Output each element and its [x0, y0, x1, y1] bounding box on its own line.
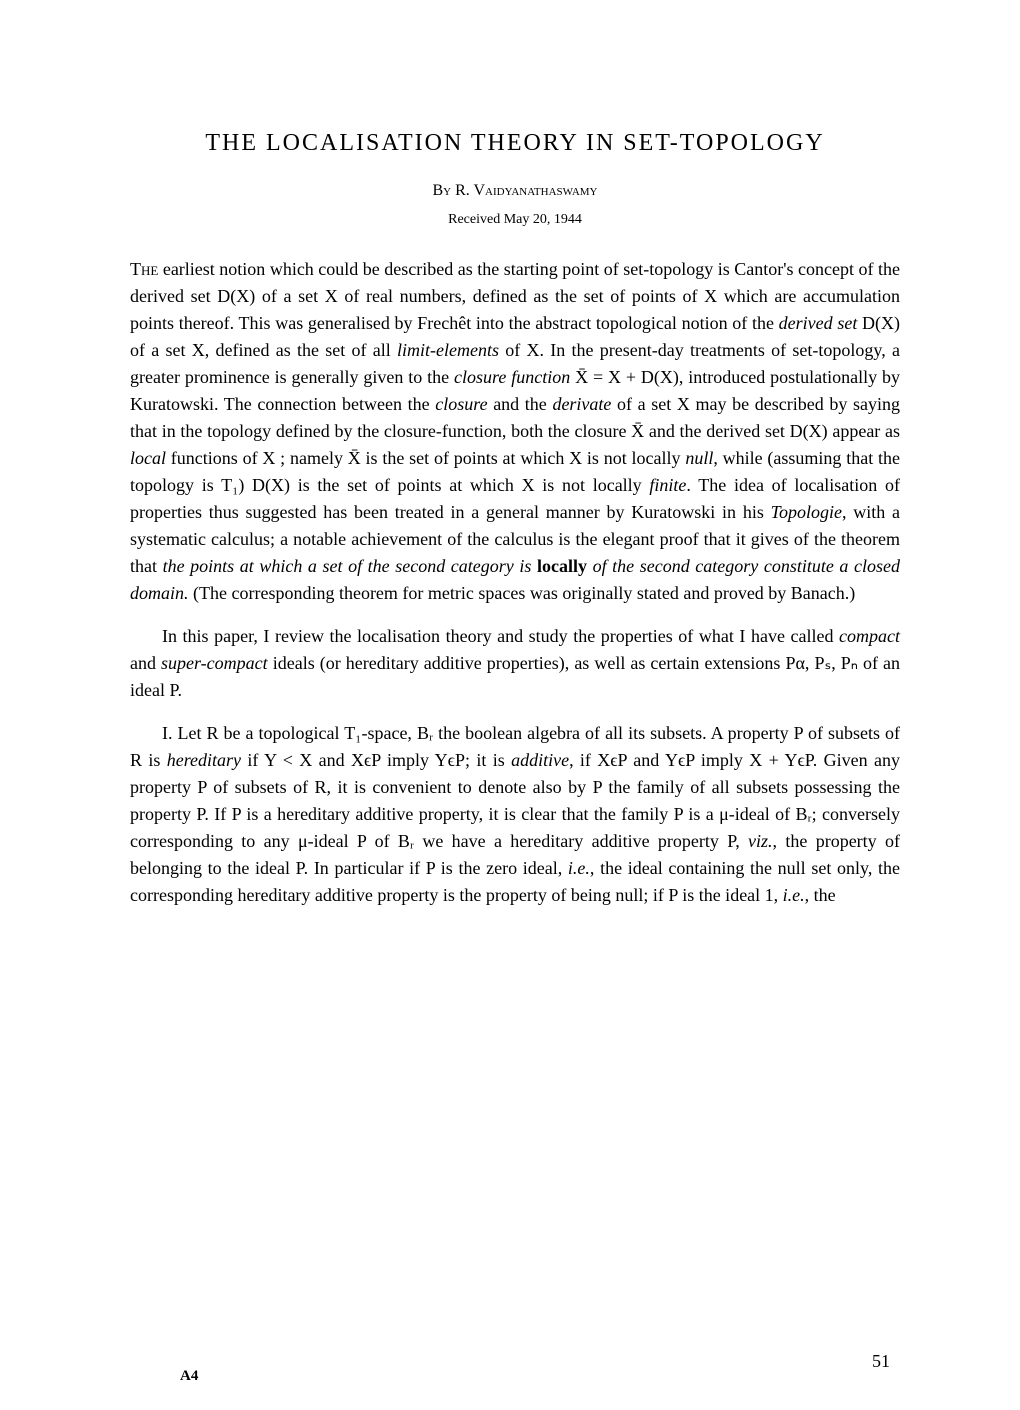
- paragraph-3: I. Let R be a topological T₁-space, Bᵣ t…: [130, 720, 900, 909]
- text: (The corresponding theorem for metric sp…: [189, 583, 856, 603]
- text: functions of X ; namely X̄ is the set of…: [166, 448, 685, 468]
- first-word: The: [130, 259, 158, 279]
- text: if Y < X and XϵP imply YϵP; it is: [241, 750, 511, 770]
- italic-text: derived set: [779, 313, 858, 333]
- italic-text: i.e.: [783, 885, 805, 905]
- text: In this paper, I review the localisation…: [162, 626, 839, 646]
- italic-text: derivate: [552, 394, 611, 414]
- italic-text: null: [685, 448, 713, 468]
- paragraph-2: In this paper, I review the localisation…: [130, 623, 900, 704]
- italic-text: super-compact: [161, 653, 268, 673]
- italic-text: Topologie: [771, 502, 842, 522]
- author-name: R. Vaidyanathaswamy: [455, 182, 597, 199]
- received-date: Received May 20, 1944: [130, 212, 900, 228]
- text: , the: [805, 885, 836, 905]
- page-number: 51: [872, 1351, 890, 1372]
- italic-text: compact: [839, 626, 900, 646]
- italic-text: viz.: [748, 831, 773, 851]
- italic-text: closure: [435, 394, 487, 414]
- italic-text: hereditary: [167, 750, 241, 770]
- italic-text: the points at which a set of the second …: [163, 556, 532, 576]
- footer-mark: A4: [180, 1368, 198, 1385]
- paper-title: THE LOCALISATION THEORY IN SET-TOPOLOGY: [130, 130, 900, 157]
- italic-text: closure function: [454, 367, 570, 387]
- text: and the: [488, 394, 553, 414]
- italic-text: local: [130, 448, 166, 468]
- author-line: By R. Vaidyanathaswamy: [130, 182, 900, 200]
- bold-text: locally: [531, 556, 592, 576]
- author-prefix: By: [432, 182, 451, 199]
- italic-text: limit-elements: [397, 340, 499, 360]
- text: and: [130, 653, 161, 673]
- paragraph-1: The earliest notion which could be descr…: [130, 256, 900, 607]
- italic-text: finite: [649, 475, 686, 495]
- italic-text: i.e.: [568, 858, 590, 878]
- italic-text: additive: [511, 750, 569, 770]
